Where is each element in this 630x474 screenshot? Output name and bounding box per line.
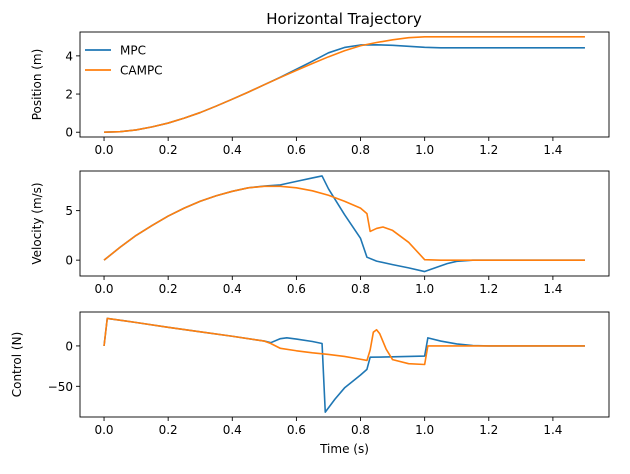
x-tick-label: 0.0 — [94, 423, 113, 437]
y-axis-label: Velocity (m/s) — [30, 182, 44, 264]
axes-frame — [79, 170, 610, 277]
x-tick-label: 0.2 — [159, 282, 178, 296]
x-tick-label: 0.0 — [94, 282, 113, 296]
x-tick-label: 0.8 — [351, 143, 370, 157]
series-line-campc — [104, 35, 585, 134]
x-tick-label: 1.0 — [415, 143, 434, 157]
legend: MPC CAMPC — [85, 44, 163, 78]
x-tick-label: 1.0 — [415, 282, 434, 296]
y-tick-label: 0 — [65, 254, 73, 268]
x-tick-label: 1.2 — [479, 423, 498, 437]
subplot-1: 0.0 0.2 0.4 0.6 0.8 1.0 1.2 1.4 0 2 4 Position (m) M… — [30, 31, 610, 157]
subplot-3: 0.0 0.2 0.4 0.6 0.8 1.0 1.2 1.4 0 −50 Control (N) T… — [10, 311, 610, 456]
x-tick-label: 1.4 — [543, 143, 562, 157]
x-tick-label: 0.2 — [159, 143, 178, 157]
y-axis-label: Position (m) — [30, 49, 44, 121]
x-tick-label: 0.4 — [223, 423, 242, 437]
x-tick-label: 1.4 — [543, 423, 562, 437]
y-tick-label: 4 — [65, 49, 73, 63]
x-tick-label: 0.2 — [159, 423, 178, 437]
y-tick-label: 2 — [65, 88, 73, 102]
x-tick-label: 0.8 — [351, 423, 370, 437]
y-tick-label: 0 — [65, 339, 73, 353]
y-axis-label: Control (N) — [10, 332, 24, 398]
y-tick-label: −50 — [48, 380, 73, 394]
axes-frame — [79, 311, 610, 418]
series-line-campc — [103, 317, 585, 366]
x-tick-label: 0.6 — [287, 143, 306, 157]
series-line-campc — [103, 185, 585, 261]
chart-title: Horizontal Trajectory — [266, 10, 422, 28]
x-tick-label: 0.8 — [351, 282, 370, 296]
x-tick-label: 0.0 — [94, 143, 113, 157]
axes-frame — [79, 31, 610, 138]
x-tick-label: 1.2 — [479, 282, 498, 296]
x-tick-label: 0.4 — [223, 143, 242, 157]
x-tick-label: 0.6 — [287, 282, 306, 296]
x-tick-label: 1.4 — [543, 282, 562, 296]
subplot-2: 0.0 0.2 0.4 0.6 0.8 1.0 1.2 1.4 0 5 Velocity (m/s) — [30, 170, 610, 296]
x-tick-label: 0.6 — [287, 423, 306, 437]
legend-label-campc: CAMPC — [120, 64, 163, 78]
x-axis-label: Time (s) — [319, 442, 369, 456]
subplots: 0.0 0.2 0.4 0.6 0.8 1.0 1.2 1.4 0 2 4 Position (m) M… — [10, 31, 610, 456]
x-tick-label: 1.2 — [479, 143, 498, 157]
y-tick-label: 5 — [65, 204, 73, 218]
x-tick-label: 1.0 — [415, 423, 434, 437]
y-tick-label: 0 — [65, 126, 73, 140]
x-tick-label: 0.4 — [223, 282, 242, 296]
legend-label-mpc: MPC — [120, 44, 146, 58]
